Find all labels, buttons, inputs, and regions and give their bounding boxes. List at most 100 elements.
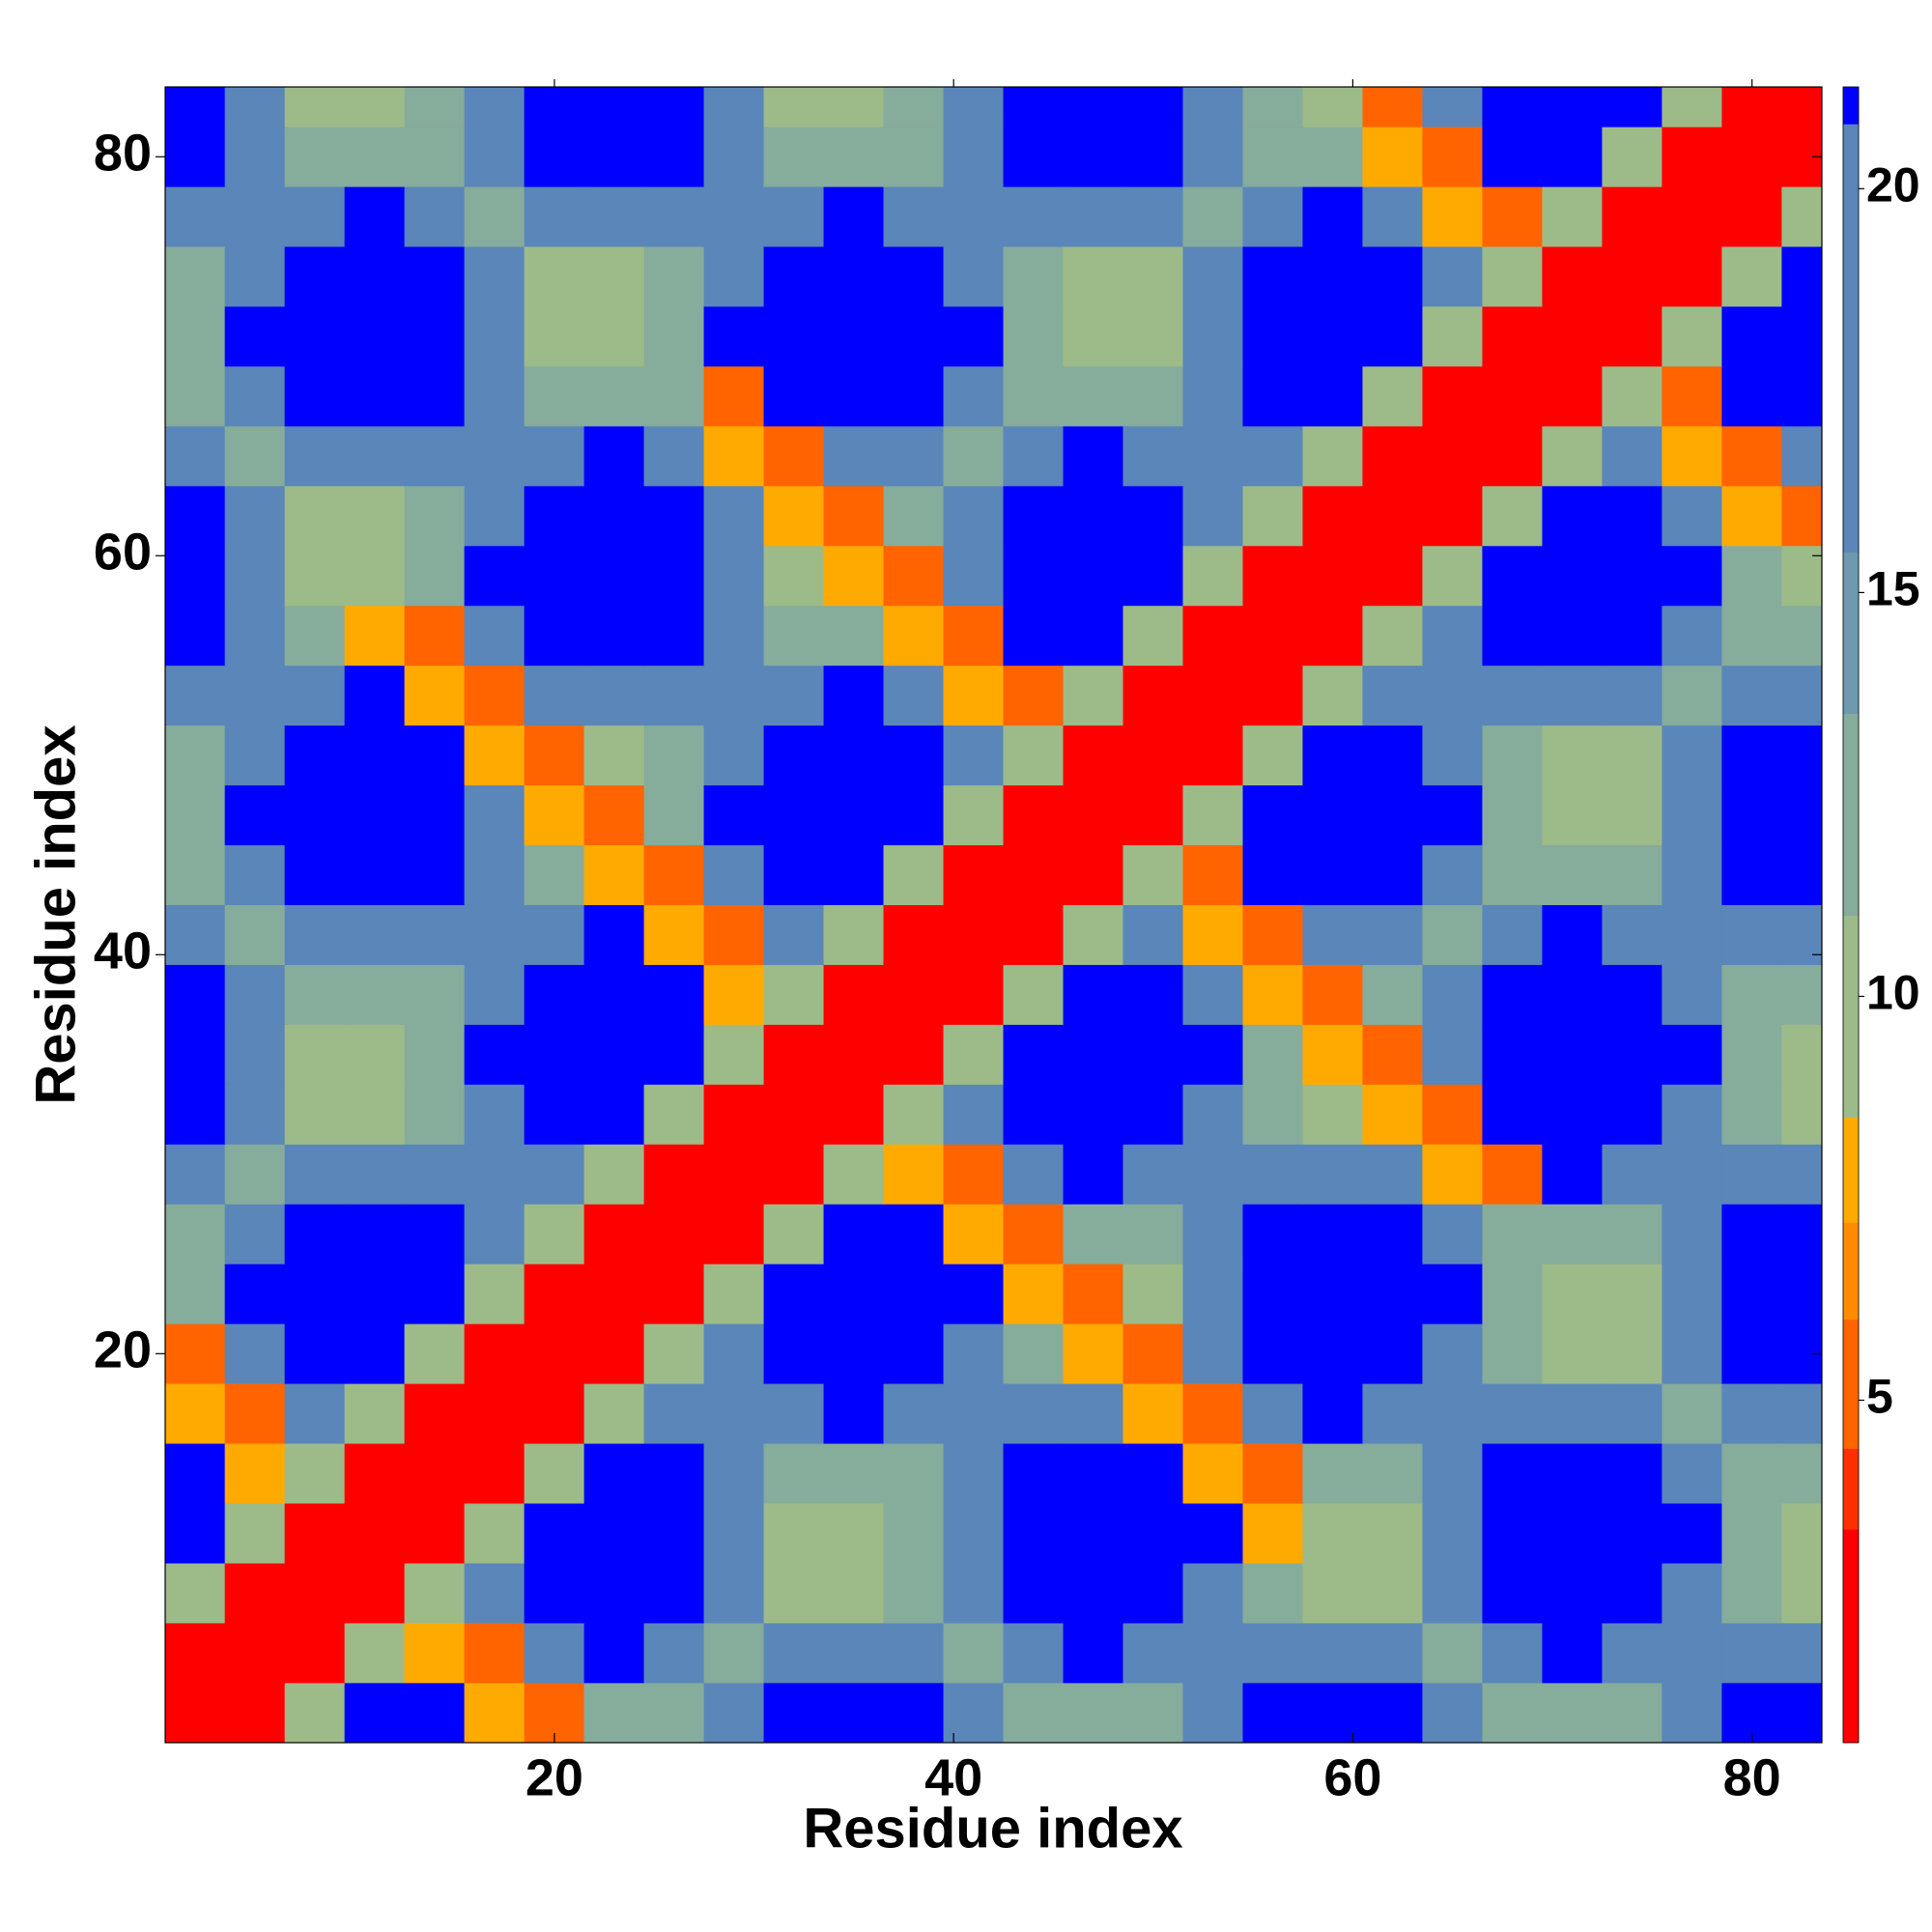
heatmap-cell: [1122, 844, 1184, 905]
heatmap-cell: [224, 365, 286, 427]
heatmap-cell: [464, 305, 526, 367]
heatmap-cell: [1422, 1622, 1484, 1684]
heatmap-cell: [823, 1024, 885, 1085]
heatmap-cell: [943, 1024, 1005, 1085]
heatmap-cell: [1122, 1024, 1184, 1085]
heatmap-cell: [1063, 1562, 1124, 1624]
heatmap-cell: [1662, 1562, 1722, 1624]
heatmap-cell: [1242, 185, 1304, 247]
heatmap-cell: [1482, 1144, 1544, 1205]
heatmap-cell: [1602, 964, 1662, 1025]
heatmap-cell: [1422, 1084, 1484, 1145]
heatmap-cell: [1302, 605, 1364, 667]
heatmap-cell: [1422, 1382, 1484, 1444]
heatmap-cell: [404, 1024, 466, 1085]
heatmap-cell: [1422, 784, 1484, 846]
heatmap-cell: [1721, 1264, 1782, 1324]
heatmap-cell: [344, 665, 406, 726]
heatmap-cell: [404, 425, 466, 487]
heatmap-cell: [943, 784, 1005, 846]
heatmap-cell: [823, 365, 885, 427]
heatmap-cell: [703, 305, 765, 367]
heatmap-cell: [1182, 305, 1244, 367]
heatmap-cell: [404, 904, 466, 965]
heatmap-cell: [823, 1264, 885, 1324]
heatmap-cell: [1302, 1024, 1364, 1085]
heatmap-cell: [1721, 485, 1782, 547]
heatmap-cell: [643, 1622, 705, 1684]
heatmap-cell: [1721, 724, 1782, 786]
heatmap-cell: [763, 964, 825, 1025]
heatmap-cell: [1542, 665, 1604, 726]
heatmap-cell: [763, 605, 825, 667]
heatmap-cell: [464, 185, 526, 247]
heatmap-cell: [1781, 1382, 1823, 1444]
heatmap-cell: [1362, 1264, 1424, 1324]
heatmap-cell: [943, 425, 1005, 487]
heatmap-cell: [1362, 1382, 1424, 1444]
heatmap-cell: [1302, 1382, 1364, 1444]
heatmap-cell: [524, 1264, 585, 1324]
heatmap-cell: [1781, 86, 1823, 128]
heatmap-cell: [1003, 86, 1065, 128]
heatmap-cell: [464, 1622, 526, 1684]
heatmap-cell: [164, 1084, 226, 1145]
heatmap-cell: [943, 1382, 1005, 1444]
heatmap-cell: [224, 1442, 286, 1504]
heatmap-cell: [643, 665, 705, 726]
heatmap-cell: [1422, 86, 1484, 128]
heatmap-cell: [823, 1622, 885, 1684]
heatmap-cell: [284, 1442, 346, 1504]
heatmap-cell: [823, 724, 885, 786]
heatmap-cell: [643, 605, 705, 667]
heatmap-cell: [1362, 245, 1424, 307]
heatmap-cell: [643, 1264, 705, 1324]
heatmap-cell: [883, 185, 945, 247]
heatmap-cell: [583, 86, 645, 128]
heatmap-cell: [883, 1264, 945, 1324]
heatmap-cell: [763, 784, 825, 846]
heatmap-cell: [1482, 1264, 1544, 1324]
heatmap-cell: [404, 1204, 466, 1264]
heatmap-cell: [763, 1024, 825, 1085]
heatmap-cell: [284, 1382, 346, 1444]
heatmap-cell: [1781, 305, 1823, 367]
heatmap-cell: [1063, 485, 1124, 547]
heatmap-cell: [823, 1502, 885, 1564]
heatmap-cell: [1122, 724, 1184, 786]
colorbar-tick-label: 10: [1866, 966, 1920, 1020]
heatmap-cell: [583, 1562, 645, 1624]
heatmap-cell: [284, 964, 346, 1025]
heatmap-cell: [583, 1144, 645, 1205]
heatmap-cell: [344, 1562, 406, 1624]
heatmap-cell: [224, 305, 286, 367]
heatmap-cell: [1063, 1382, 1124, 1444]
heatmap-cell: [883, 605, 945, 667]
heatmap-cell: [1662, 1442, 1722, 1504]
heatmap-cell: [1003, 1562, 1065, 1624]
heatmap-cell: [404, 964, 466, 1025]
heatmap-cell: [703, 904, 765, 965]
heatmap-cell: [1602, 1204, 1662, 1264]
heatmap-cell: [883, 245, 945, 307]
heatmap-cell: [1781, 605, 1823, 667]
heatmap-cell: [763, 724, 825, 786]
heatmap-cell: [1422, 844, 1484, 905]
heatmap-cell: [823, 844, 885, 905]
heatmap-cell: [1063, 665, 1124, 726]
colorbar-band: [1842, 124, 1860, 553]
heatmap-cell: [224, 127, 286, 187]
heatmap-cell: [1602, 1442, 1662, 1504]
heatmap-cell: [1302, 425, 1364, 487]
heatmap-cell: [583, 1382, 645, 1444]
heatmap-cell: [1781, 245, 1823, 307]
heatmap-cell: [1662, 1502, 1722, 1564]
heatmap-cell: [823, 1204, 885, 1264]
heatmap-cell: [1482, 1323, 1544, 1384]
heatmap-cell: [1602, 127, 1662, 187]
heatmap-cell: [1003, 1622, 1065, 1684]
axes: 20 40 60 80 20 40 60 80: [94, 79, 1823, 1806]
heatmap-cell: [524, 904, 585, 965]
heatmap-cell: [1662, 425, 1722, 487]
heatmap-cell: [823, 127, 885, 187]
